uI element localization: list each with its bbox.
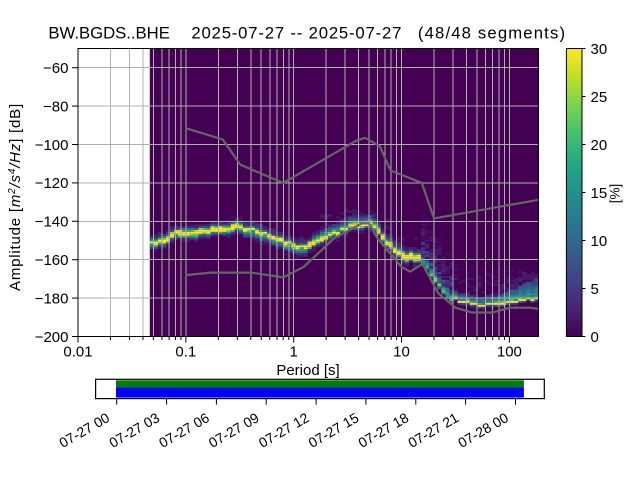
- svg-text:25: 25: [591, 89, 608, 106]
- svg-text:−160: −160: [35, 252, 69, 269]
- svg-text:−80: −80: [43, 98, 68, 115]
- svg-text:20: 20: [591, 137, 608, 154]
- svg-text:15: 15: [591, 185, 608, 202]
- svg-text:Period [s]: Period [s]: [276, 362, 339, 379]
- svg-text:0.01: 0.01: [63, 344, 92, 361]
- svg-text:100: 100: [497, 344, 522, 361]
- svg-text:−200: −200: [35, 329, 69, 346]
- svg-text:1: 1: [290, 344, 298, 361]
- svg-text:10: 10: [591, 233, 608, 250]
- svg-text:−60: −60: [43, 60, 68, 77]
- svg-text:(48/48 segments): (48/48 segments): [418, 24, 566, 43]
- svg-text:5: 5: [591, 281, 599, 298]
- svg-text:30: 30: [591, 41, 608, 58]
- svg-text:2025-07-27 -- 2025-07-27: 2025-07-27 -- 2025-07-27: [191, 24, 402, 43]
- svg-text:Amplitude [m2/s4/Hz] [dB]: Amplitude [m2/s4/Hz] [dB]: [7, 103, 24, 291]
- svg-text:−100: −100: [35, 137, 69, 154]
- svg-text:BW.BGDS..BHE: BW.BGDS..BHE: [48, 24, 169, 43]
- svg-text:[%]: [%]: [608, 184, 623, 204]
- svg-text:−140: −140: [35, 214, 69, 231]
- svg-text:0: 0: [591, 329, 599, 346]
- svg-text:−120: −120: [35, 175, 69, 192]
- svg-text:−180: −180: [35, 290, 69, 307]
- svg-text:10: 10: [393, 344, 410, 361]
- svg-text:0.1: 0.1: [175, 344, 196, 361]
